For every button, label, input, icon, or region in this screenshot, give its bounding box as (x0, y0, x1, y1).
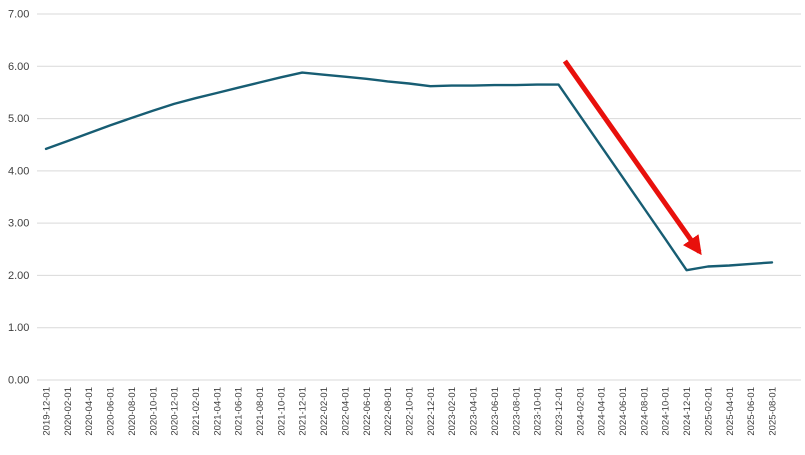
x-axis-tick-label: 2020-08-01 (127, 387, 138, 436)
x-axis-tick-label: 2024-12-01 (682, 387, 693, 436)
x-axis-tick-label: 2024-06-01 (618, 387, 629, 436)
y-axis-tick-label: 2.00 (8, 270, 29, 282)
x-axis-tick-label: 2020-10-01 (148, 387, 159, 436)
y-axis-tick-label: 3.00 (8, 218, 29, 230)
y-axis-tick-label: 5.00 (8, 113, 29, 125)
x-axis-tick-label: 2024-04-01 (597, 387, 608, 436)
x-axis-tick-label: 2024-08-01 (639, 387, 650, 436)
x-axis-tick-label: 2021-04-01 (212, 387, 223, 436)
x-axis-tick-label: 2020-04-01 (84, 387, 95, 436)
x-axis-tick-label: 2025-02-01 (703, 387, 714, 436)
annotation-arrow (562, 59, 702, 256)
y-axis-tick-label: 7.00 (8, 9, 29, 21)
x-axis-tick-label: 2021-12-01 (298, 387, 309, 436)
x-axis-tick-label: 2022-12-01 (426, 387, 437, 436)
x-axis-tick-label: 2024-02-01 (575, 387, 586, 436)
x-axis-tick-label: 2023-02-01 (447, 387, 458, 436)
x-axis-tick-label: 2025-08-01 (768, 387, 779, 436)
x-axis-tick-label: 2020-06-01 (106, 387, 117, 436)
x-axis-tick-label: 2020-02-01 (63, 387, 74, 436)
x-axis-tick-label: 2022-08-01 (383, 387, 394, 436)
y-axis-tick-label: 4.00 (8, 165, 29, 177)
x-axis-tick-label: 2023-08-01 (511, 387, 522, 436)
x-axis-tick-label: 2025-06-01 (746, 387, 757, 436)
x-axis-tick-label: 2022-02-01 (319, 387, 330, 436)
y-axis-tick-label: 0.00 (8, 375, 29, 387)
x-axis-tick-label: 2024-10-01 (661, 387, 672, 436)
x-axis-tick-label: 2021-06-01 (234, 387, 245, 436)
x-axis-tick-label: 2022-06-01 (362, 387, 373, 436)
x-axis-tick-label: 2020-12-01 (170, 387, 181, 436)
x-axis-tick-label: 2023-12-01 (554, 387, 565, 436)
x-axis-tick-label: 2022-04-01 (340, 387, 351, 436)
x-axis-tick-label: 2025-04-01 (725, 387, 736, 436)
x-axis-tick-label: 2022-10-01 (405, 387, 416, 436)
data-series-line (44, 71, 774, 272)
x-axis-tick-label: 2023-10-01 (533, 387, 544, 436)
x-axis-tick-label: 2021-10-01 (276, 387, 287, 436)
x-axis-tick-label: 2021-02-01 (191, 387, 202, 436)
x-axis-tick-label: 2019-12-01 (42, 387, 53, 436)
x-axis-tick-label: 2023-06-01 (490, 387, 501, 436)
y-axis-tick-label: 6.00 (8, 61, 29, 73)
x-axis-tick-label: 2023-04-01 (469, 387, 480, 436)
y-axis-tick-label: 1.00 (8, 322, 29, 334)
x-axis-tick-label: 2021-08-01 (255, 387, 266, 436)
